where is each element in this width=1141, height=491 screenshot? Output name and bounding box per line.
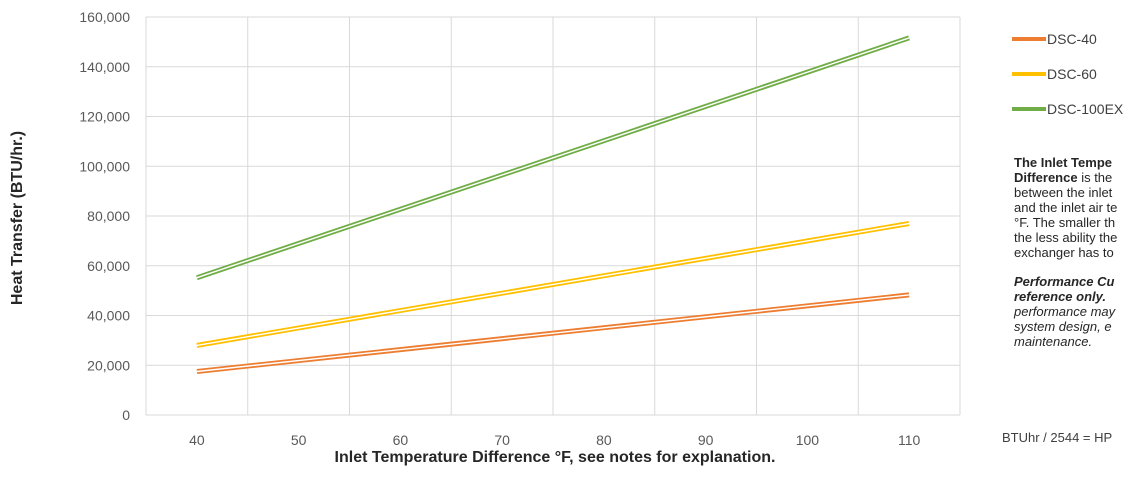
x-axis-title: Inlet Temperature Difference °F, see not… [335, 449, 776, 466]
disclaimer-line: maintenance. [1014, 334, 1093, 349]
notes-line: between the inlet [1014, 185, 1113, 200]
y-tick-label: 100,000 [79, 158, 130, 174]
legend-label: DSC-40 [1047, 30, 1097, 47]
notes-text: is the [1077, 170, 1113, 185]
x-tick-label: 60 [393, 432, 409, 448]
notes-line: and the inlet air te [1014, 200, 1118, 215]
notes-bold-term: Difference [1014, 170, 1078, 185]
legend-label: DSC-60 [1047, 65, 1097, 82]
footnote-conversion: BTUhr / 2544 = HP [1002, 430, 1113, 445]
legend: DSC-40 DSC-60 DSC-100EX [1012, 28, 1123, 133]
y-tick-label: 120,000 [79, 109, 130, 125]
x-tick-labels: 40 50 60 70 80 90 100 110 [189, 432, 920, 448]
x-tick-label: 90 [698, 432, 714, 448]
x-tick-label: 70 [494, 432, 510, 448]
series-dsc-100ex [196, 35, 910, 281]
legend-item: DSC-40 [1012, 28, 1123, 49]
y-tick-label: 40,000 [87, 308, 130, 324]
notes-bold-title: The Inlet Tempe [1014, 155, 1112, 170]
disclaimer-line: Performance Cu [1014, 274, 1115, 289]
legend-item: DSC-60 [1012, 63, 1123, 84]
disclaimer-line: system design, e [1014, 319, 1112, 334]
notes-line: exchanger has to [1014, 245, 1114, 260]
legend-item: DSC-100EX [1012, 98, 1123, 119]
disclaimer-line: reference only. [1014, 289, 1107, 304]
x-tick-label: 80 [596, 432, 612, 448]
legend-swatch [1012, 106, 1046, 111]
y-tick-labels: 0 20,000 40,000 60,000 80,000 100,000 120,000 1… [79, 9, 130, 423]
gridlines [145, 16, 961, 416]
y-tick-label: 160,000 [79, 9, 130, 25]
series-line-highlight [196, 294, 910, 373]
notes-line: the less ability the [1014, 230, 1118, 245]
y-tick-label: 0 [122, 407, 130, 423]
notes-paragraph-2: Performance Cu reference only. performanc… [1014, 274, 1141, 349]
series-dsc-60 [196, 221, 910, 348]
x-tick-label: 40 [189, 432, 205, 448]
y-tick-label: 80,000 [87, 208, 130, 224]
legend-swatch [1012, 71, 1046, 76]
series-dsc-40 [196, 292, 910, 374]
notes-line: °F. The smaller th [1014, 215, 1116, 230]
y-tick-label: 140,000 [79, 59, 130, 75]
x-tick-label: 110 [898, 432, 921, 448]
legend-label: DSC-100EX [1047, 100, 1124, 117]
y-axis-title: Heat Transfer (BTU/hr.) [9, 131, 26, 305]
series-line-highlight [196, 37, 910, 279]
legend-swatch [1012, 36, 1046, 41]
notes-panel: The Inlet Tempe Difference is the betwee… [1014, 155, 1141, 349]
series-lines [196, 35, 910, 374]
x-tick-label: 50 [291, 432, 307, 448]
series-line-highlight [196, 222, 910, 347]
notes-paragraph-1: The Inlet Tempe Difference is the betwee… [1014, 155, 1141, 260]
y-tick-label: 60,000 [87, 258, 130, 274]
y-tick-label: 20,000 [87, 357, 130, 373]
disclaimer-line: performance may [1014, 304, 1116, 319]
x-tick-label: 100 [796, 432, 820, 448]
